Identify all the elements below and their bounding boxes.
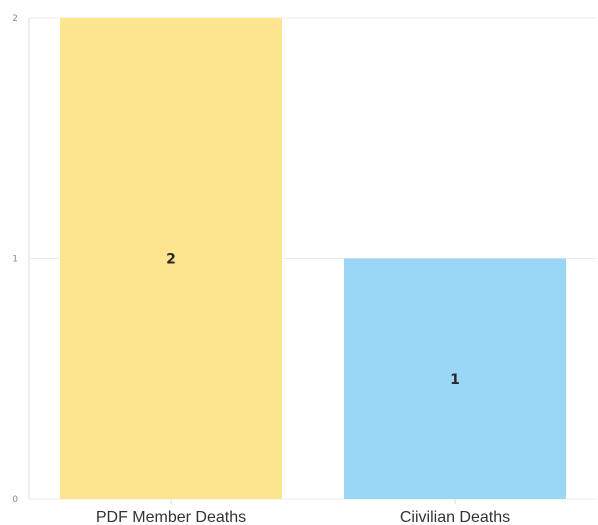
bars-layer (60, 18, 566, 499)
y-tick-label: 2 (12, 14, 18, 24)
category-label: PDF Member Deaths (96, 509, 246, 525)
labels-layer: 0 1 2 2 PDF Member Deaths 1 Ciivilian Deaths (12, 14, 510, 525)
bar (344, 258, 566, 499)
bar-value-label: 1 (450, 372, 460, 388)
y-tick-label: 0 (12, 495, 18, 505)
bar (60, 18, 282, 499)
y-tick-label: 1 (12, 255, 18, 265)
bar-value-label: 2 (166, 252, 176, 268)
category-label: Ciivilian Deaths (400, 509, 510, 525)
